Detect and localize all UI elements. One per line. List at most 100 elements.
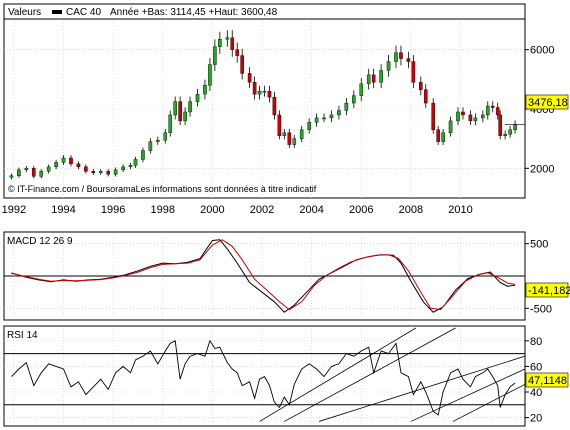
candle-body [337, 110, 341, 116]
rsi-last-badge: 47,1148 [525, 372, 569, 388]
candle-body [203, 85, 207, 95]
candle-body [230, 37, 235, 50]
rsi-panel [3, 325, 526, 427]
candle-body [61, 157, 66, 163]
price-last-value: 3476,18 [528, 97, 568, 109]
price-x-axis: 1992 1994 1996 1998 2000 2002 2004 2006 2008 2010 [2, 204, 473, 216]
candle-body [485, 105, 490, 116]
price-panel [3, 3, 526, 199]
macd-title: MACD 12 26 9 [7, 236, 73, 247]
candle-body [473, 117, 478, 122]
y-tick-label: 6000 [530, 45, 554, 57]
candle-body [406, 58, 411, 62]
candle-body [141, 150, 145, 160]
y-tick-label: 20 [530, 413, 542, 425]
candle-body [292, 138, 297, 145]
candle-body [262, 90, 267, 93]
rsi-line [11, 339, 516, 416]
candle-body [54, 162, 58, 168]
candle-body [188, 101, 192, 113]
candle-body [436, 129, 440, 142]
y-tick-label: 80 [530, 336, 542, 348]
candle-body [287, 132, 292, 145]
candle-body [441, 132, 445, 142]
candle-body [456, 111, 460, 122]
candle-body [39, 171, 44, 177]
candle-body [113, 169, 118, 175]
x-tick-label: 1994 [51, 204, 75, 216]
candle-body [366, 74, 371, 84]
candle-body [163, 132, 168, 141]
candle-body [498, 114, 502, 136]
price-candles [9, 30, 525, 180]
footer-note: © IT-Finance.com / BoursoramaLes informa… [8, 184, 317, 194]
candle-body [178, 101, 182, 122]
candle-body [394, 52, 398, 62]
candle-body [156, 139, 160, 142]
candle-body [240, 55, 244, 74]
candle-body [247, 73, 252, 83]
candle-body [91, 171, 96, 173]
x-tick-label: 2000 [200, 204, 224, 216]
candle-body [76, 163, 81, 168]
macd-last-badge: -141,182 [525, 282, 570, 298]
x-tick-label: 2002 [250, 204, 274, 216]
candle-body [352, 95, 356, 104]
candle-body [183, 111, 187, 122]
header-series-name: CAC 40 [66, 7, 101, 18]
y-tick-label: 500 [530, 239, 548, 251]
candle-body [344, 102, 349, 111]
macd-last-value: -141,182 [528, 285, 570, 297]
candle-body [481, 114, 485, 119]
candle-body [371, 74, 376, 83]
candle-body [168, 114, 173, 133]
candle-body [98, 171, 103, 173]
candle-body [508, 129, 512, 135]
trendline [259, 327, 417, 422]
candle-body [225, 37, 230, 40]
candle-body [46, 166, 51, 172]
series-color-swatch [52, 10, 62, 14]
macd-grid [4, 234, 525, 318]
trendline [452, 383, 526, 422]
macd-signal-line [11, 239, 516, 311]
candle-body [314, 117, 319, 123]
trendline [318, 355, 526, 422]
macd-lines [11, 239, 516, 313]
price-last-badge: 3476,18 [525, 94, 569, 110]
candle-body [411, 61, 416, 83]
candle-body [257, 90, 262, 95]
candle-body [513, 124, 517, 130]
candle-body [468, 114, 473, 122]
candle-body [503, 134, 507, 136]
y-tick-label: 60 [530, 361, 542, 373]
candle-body [307, 122, 311, 130]
y-tick-label: 40 [530, 387, 542, 399]
x-tick-label: 1996 [101, 204, 125, 216]
candle-body [17, 169, 21, 176]
candle-body [24, 168, 29, 171]
candle-body [106, 171, 110, 175]
candle-body [461, 111, 465, 116]
rsi-series-line [11, 339, 516, 416]
candle-body [448, 120, 453, 133]
candle-body [399, 52, 403, 59]
x-tick-label: 2010 [448, 204, 472, 216]
x-tick-label: 2006 [349, 204, 373, 216]
trendline [410, 368, 526, 422]
rsi-trendlines [259, 327, 526, 422]
candle-body [490, 105, 495, 108]
candle-body [252, 82, 257, 95]
candle-body [195, 93, 200, 102]
x-tick-label: 2008 [399, 204, 423, 216]
trendline [284, 327, 456, 422]
candle-body [121, 166, 125, 171]
candle-body [213, 46, 217, 65]
candle-body [299, 129, 304, 139]
x-tick-label: 2004 [299, 204, 323, 216]
candle-body [379, 70, 383, 83]
candle-body [329, 114, 334, 119]
candle-body [235, 49, 240, 56]
macd-y-axis: 500 -500 [525, 239, 552, 315]
